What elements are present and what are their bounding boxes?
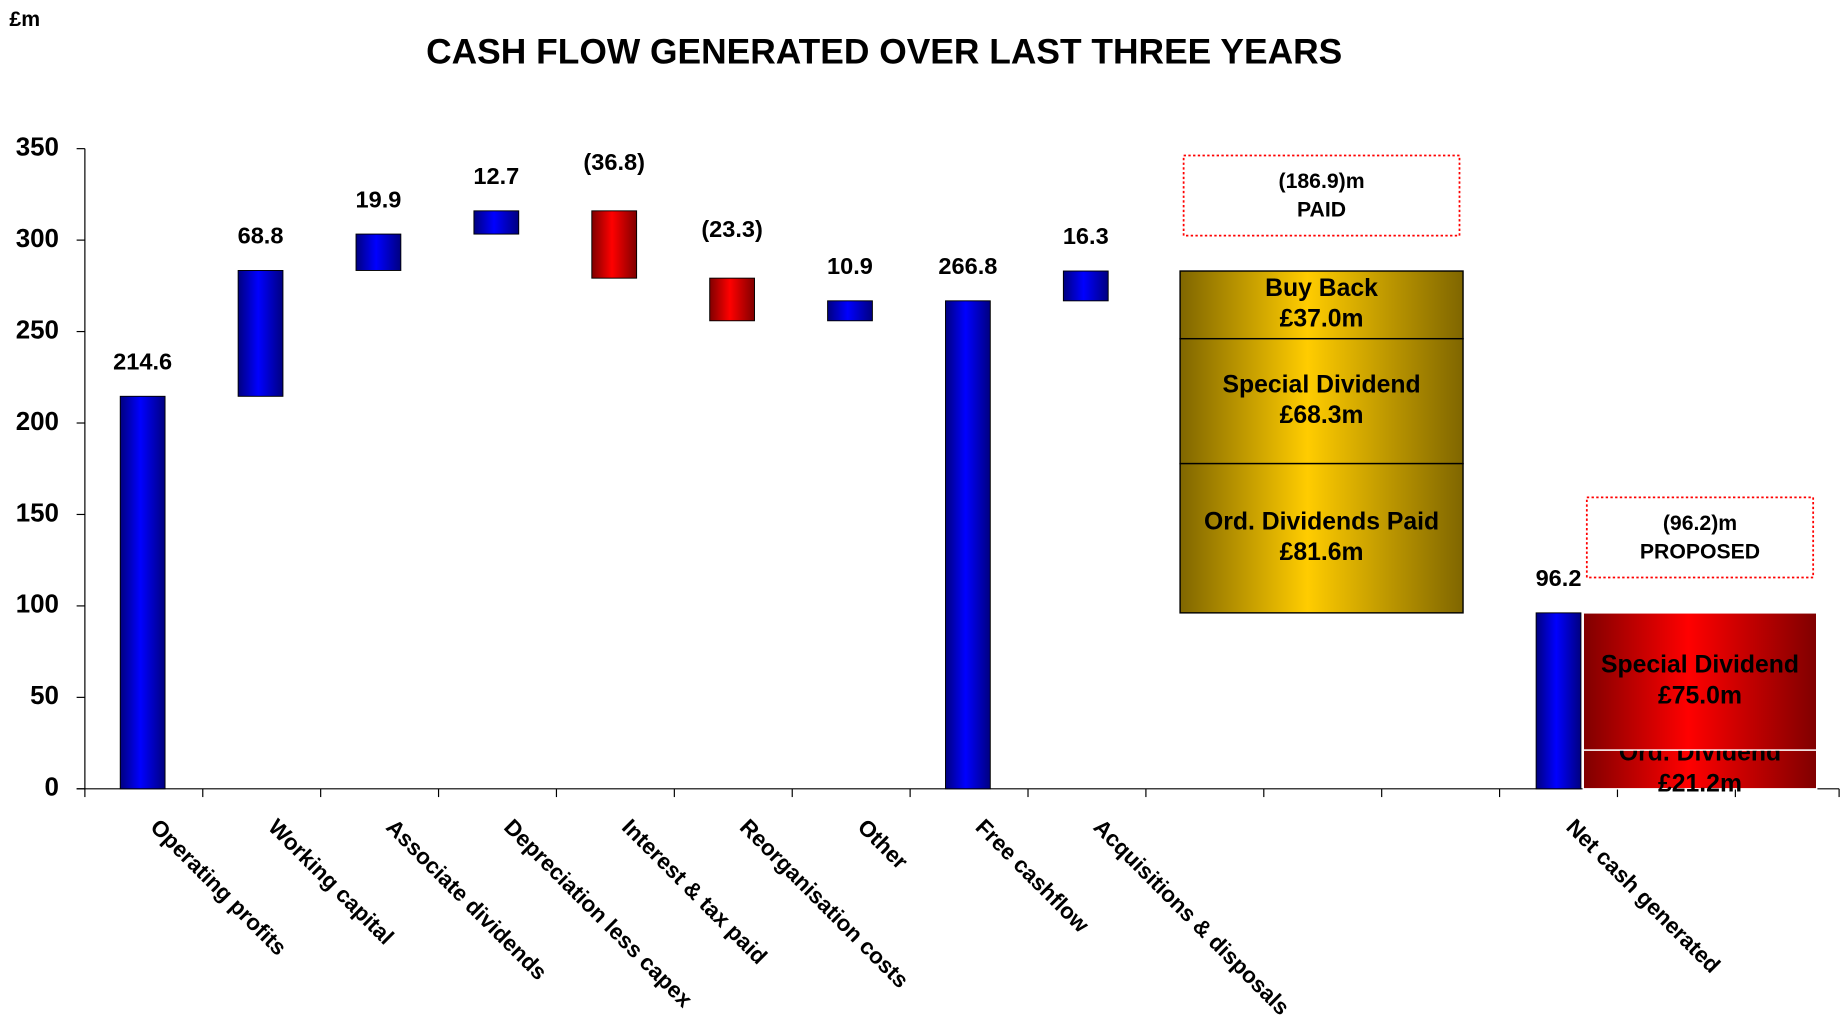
value-label: 68.8 <box>238 223 284 249</box>
total-label: (96.2)m <box>1663 512 1737 535</box>
bar-shade <box>591 210 638 279</box>
bar-shade <box>1535 612 1582 790</box>
x-tick-label: Free cashflow <box>971 814 1095 938</box>
value-label: 266.8 <box>938 253 997 279</box>
segment-label: £81.6m <box>1280 539 1364 566</box>
total-status: PAID <box>1297 199 1346 222</box>
bar-shade <box>827 300 873 322</box>
segment-shade <box>1179 270 1464 340</box>
y-tick-label: 0 <box>45 774 59 802</box>
segment-name: Special Dividend <box>1223 371 1421 398</box>
segment-shade <box>1179 337 1464 465</box>
total-status: PROPOSED <box>1640 540 1760 563</box>
value-label: 12.7 <box>473 163 519 189</box>
x-tick-label: Acquisitions & disposals <box>1089 814 1295 1020</box>
y-tick-label: 250 <box>16 316 59 344</box>
bar-shade <box>709 277 755 322</box>
x-tick-label: Net cash generated <box>1561 814 1725 978</box>
bar-shade <box>945 300 991 790</box>
y-tick-label: 150 <box>16 499 59 527</box>
value-label: 214.6 <box>113 349 172 375</box>
y-tick-label: 350 <box>16 134 59 162</box>
segment-label: £68.3m <box>1280 402 1364 429</box>
bar-shade <box>473 210 520 235</box>
bar-shade <box>355 233 402 271</box>
total-label: (186.9)m <box>1279 170 1365 193</box>
bar-shade <box>1062 270 1109 302</box>
y-tick-label: 200 <box>16 408 59 436</box>
bar-shade <box>119 395 166 790</box>
segment-shade <box>1582 749 1818 790</box>
segment-name: Ord. Dividends Paid <box>1204 508 1439 535</box>
y-tick-label: 300 <box>16 225 59 253</box>
y-tick-label: 50 <box>30 682 59 710</box>
segment-label: £75.0m <box>1658 682 1742 709</box>
segment-shade <box>1582 612 1818 751</box>
segment-label: £37.0m <box>1280 306 1364 333</box>
value-label: 10.9 <box>827 253 873 279</box>
value-label: 96.2 <box>1536 565 1582 591</box>
total-box <box>1585 496 1815 579</box>
y-tick-label: 100 <box>16 591 59 619</box>
segment-shade <box>1179 462 1464 614</box>
x-tick-label: Other <box>853 814 913 874</box>
segment-label: £21.2m <box>1658 770 1742 797</box>
x-tick-label: Working capital <box>263 814 398 949</box>
value-label: (36.8) <box>583 149 645 175</box>
x-tick-label: Depreciation less capex <box>499 814 697 1012</box>
segment-name: Special Dividend <box>1601 652 1799 679</box>
value-label: 19.9 <box>355 186 401 212</box>
chart-title: CASH FLOW GENERATED OVER LAST THREE YEAR… <box>426 33 1342 72</box>
total-box <box>1182 154 1461 237</box>
value-label: 16.3 <box>1063 223 1109 249</box>
y-unit: £m <box>9 8 40 31</box>
value-label: (23.3) <box>701 216 763 242</box>
segment-name: Buy Back <box>1265 275 1378 302</box>
bar-shade <box>237 270 284 397</box>
